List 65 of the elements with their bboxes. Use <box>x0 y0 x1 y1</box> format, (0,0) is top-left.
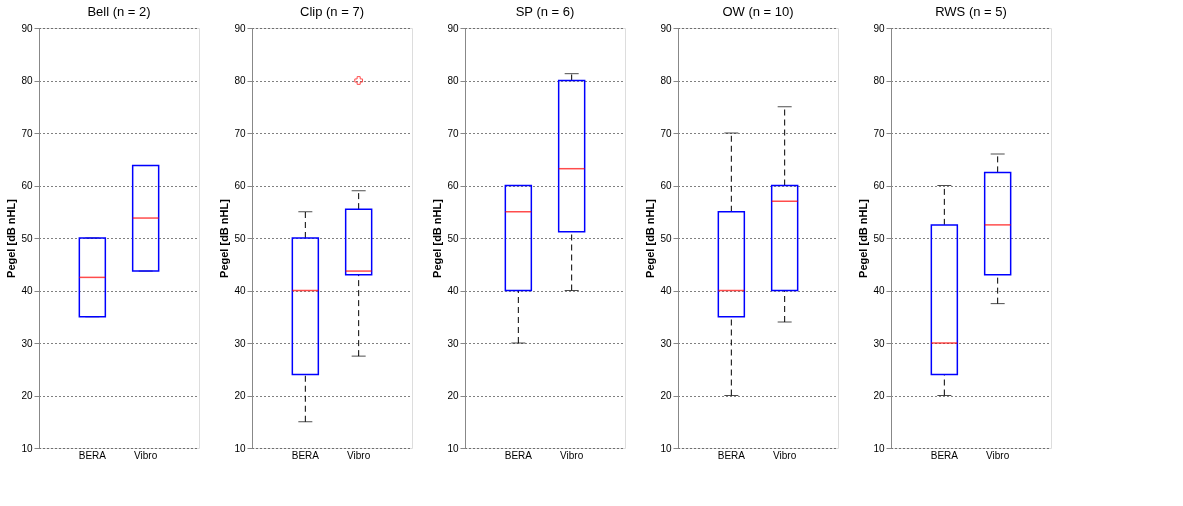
y-axis-title: Pegel [dB nHL] <box>218 198 231 278</box>
y-axis-title: Pegel [dB nHL] <box>5 198 18 278</box>
y-tick-label: 40 <box>234 285 246 296</box>
y-tick-label: 60 <box>873 180 885 191</box>
x-tick-label: BERA <box>717 449 746 461</box>
y-tick-label: 50 <box>447 232 459 244</box>
y-tick-label: 70 <box>873 127 885 139</box>
chart-title: SP (n = 6) <box>515 4 575 19</box>
y-tick-label: 30 <box>21 337 33 349</box>
chart-title: Clip (n = 7) <box>300 4 364 19</box>
chart-title: OW (n = 10) <box>722 4 794 19</box>
y-tick-label: 10 <box>21 442 33 454</box>
y-tick-label: 70 <box>447 127 459 139</box>
x-tick-label: Vibro <box>134 449 158 461</box>
y-tick-label: 80 <box>21 75 33 86</box>
y-tick-label: 50 <box>660 232 672 244</box>
y-tick-label: 50 <box>873 232 885 244</box>
y-tick-label: 60 <box>234 180 246 191</box>
y-axis-title: Pegel [dB nHL] <box>644 198 657 278</box>
y-tick-label: 20 <box>234 390 246 401</box>
y-tick-label: 90 <box>21 22 33 34</box>
y-tick-label: 70 <box>21 127 33 139</box>
y-tick-label: 40 <box>873 285 885 296</box>
x-tick-label: BERA <box>78 449 107 461</box>
chart-title: RWS (n = 5) <box>935 4 1007 19</box>
y-tick-label: 40 <box>21 285 33 296</box>
y-tick-label: 90 <box>660 22 672 34</box>
x-tick-label: BERA <box>504 449 533 461</box>
x-tick-label: Vibro <box>560 449 584 461</box>
y-tick-label: 30 <box>873 337 885 349</box>
y-tick-label: 20 <box>447 390 459 401</box>
x-tick-label: Vibro <box>347 449 371 461</box>
x-tick-label: BERA <box>291 449 320 461</box>
y-tick-label: 40 <box>447 285 459 296</box>
y-tick-label: 30 <box>234 337 246 349</box>
y-tick-label: 90 <box>873 22 885 34</box>
x-tick-label: BERA <box>930 449 959 461</box>
y-tick-label: 40 <box>660 285 672 296</box>
y-tick-label: 90 <box>447 22 459 34</box>
y-tick-label: 10 <box>447 442 459 454</box>
y-tick-label: 30 <box>660 337 672 349</box>
y-tick-label: 90 <box>234 22 246 34</box>
y-tick-label: 60 <box>660 180 672 191</box>
y-tick-label: 30 <box>447 337 459 349</box>
x-tick-label: Vibro <box>773 449 797 461</box>
y-tick-label: 20 <box>660 390 672 401</box>
y-axis-title: Pegel [dB nHL] <box>431 198 444 278</box>
y-tick-label: 20 <box>21 390 33 401</box>
y-tick-label: 80 <box>873 75 885 86</box>
y-axis-title: Pegel [dB nHL] <box>857 198 870 278</box>
chart-title: Bell (n = 2) <box>87 4 151 19</box>
x-tick-label: Vibro <box>986 449 1010 461</box>
y-tick-label: 60 <box>447 180 459 191</box>
y-tick-label: 50 <box>234 232 246 244</box>
y-tick-label: 80 <box>447 75 459 86</box>
y-tick-label: 80 <box>660 75 672 86</box>
y-tick-label: 70 <box>660 127 672 139</box>
y-tick-label: 70 <box>234 127 246 139</box>
y-tick-label: 10 <box>234 442 246 454</box>
y-tick-label: 10 <box>660 442 672 454</box>
y-tick-label: 10 <box>873 442 885 454</box>
y-tick-label: 50 <box>21 232 33 244</box>
y-tick-label: 60 <box>21 180 33 191</box>
y-tick-label: 20 <box>873 390 885 401</box>
y-tick-label: 80 <box>234 75 246 86</box>
